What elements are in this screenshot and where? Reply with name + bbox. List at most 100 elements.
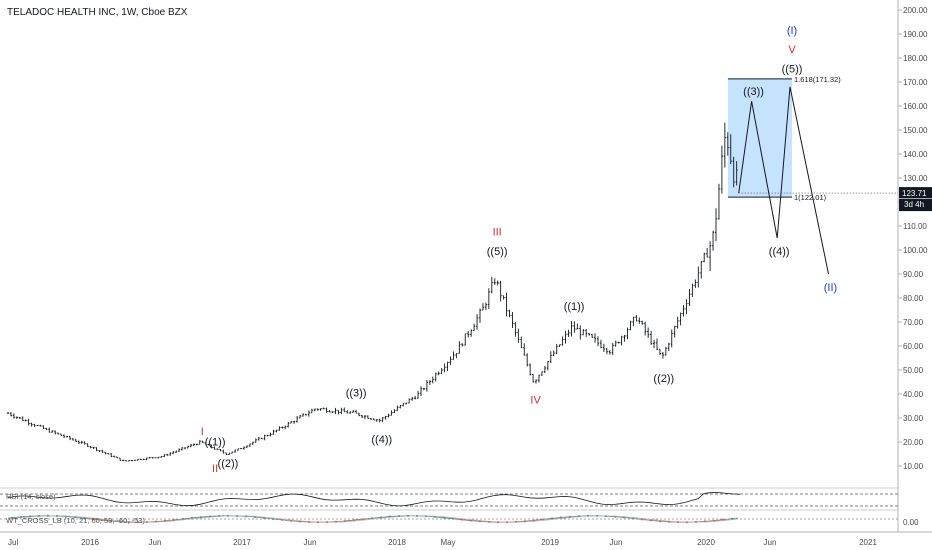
ohlc-bar bbox=[546, 361, 549, 371]
wt-dot bbox=[578, 515, 580, 518]
ohlc-bar bbox=[307, 410, 310, 417]
ohlc-bar bbox=[257, 436, 260, 441]
wt-dot bbox=[263, 517, 265, 519]
wt-dot bbox=[623, 516, 625, 519]
ohlc-bar bbox=[21, 416, 24, 421]
rsi-pane[interactable]: RSI (14, close) bbox=[0, 492, 898, 507]
ohlc-bar bbox=[204, 442, 207, 445]
ohlc-bar bbox=[617, 341, 620, 344]
wt-dot bbox=[452, 517, 454, 520]
ohlc-bar bbox=[676, 316, 679, 329]
ohlc-bar bbox=[27, 418, 30, 426]
ohlc-bar bbox=[732, 156, 735, 188]
ohlc-bar bbox=[346, 410, 349, 414]
ohlc-bar bbox=[107, 452, 110, 455]
ohlc-bar bbox=[405, 402, 408, 405]
ohlc-bar bbox=[216, 448, 219, 450]
wt-dot bbox=[713, 519, 715, 522]
ohlc-bar bbox=[68, 435, 72, 441]
ohlc-bar bbox=[502, 295, 505, 300]
ohlc-bar bbox=[113, 455, 116, 458]
ohlc-bar bbox=[694, 279, 697, 288]
ohlc-bar bbox=[431, 376, 434, 384]
ohlc-bar bbox=[242, 446, 246, 450]
ohlc-bar bbox=[80, 440, 83, 444]
x-tick-label: May bbox=[440, 538, 455, 547]
wt-dot bbox=[92, 518, 94, 521]
price-axis[interactable]: 10.00 20.00 30.00 40.00 50.00 60.00 70.00 80.00… bbox=[898, 6, 928, 471]
wt-dot bbox=[533, 519, 535, 522]
wt-dot bbox=[308, 521, 310, 523]
y-tick-label: 100.00 bbox=[903, 246, 928, 255]
fibonacci-box[interactable]: 1.618(171.32) 1(122.01) bbox=[727, 75, 841, 202]
ohlc-bar bbox=[555, 343, 558, 355]
last-price-badge: 123.71 3d 4h bbox=[899, 187, 932, 212]
ohlc-bar bbox=[723, 122, 726, 168]
wave-labels: I((1))II ((2))((3))((4))III((5))IV((1))((… bbox=[201, 25, 837, 475]
wt-dot bbox=[281, 518, 283, 521]
ohlc-bar bbox=[620, 335, 623, 346]
ohlc-bar bbox=[45, 427, 48, 430]
wt-cross-dots bbox=[11, 514, 733, 524]
ohlc-bar bbox=[573, 321, 576, 333]
ohlc-bar bbox=[328, 410, 331, 413]
ohlc-bar bbox=[626, 327, 629, 340]
ohlc-bar bbox=[387, 413, 390, 418]
ohlc-bar bbox=[596, 336, 600, 347]
ohlc-bar bbox=[15, 416, 18, 420]
fib-lower-label: 1(122.01) bbox=[794, 193, 827, 202]
ohlc-bar bbox=[6, 411, 10, 414]
wt-zero-value: 0.00 bbox=[903, 518, 919, 527]
ohlc-bar bbox=[700, 260, 703, 279]
ohlc-bar bbox=[178, 448, 181, 452]
ohlc-bar bbox=[661, 352, 664, 359]
ohlc-bar bbox=[272, 429, 275, 435]
ohlc-bar bbox=[360, 414, 364, 419]
x-tick-label: Jun bbox=[149, 538, 162, 547]
ohlc-bar bbox=[514, 322, 517, 337]
wt-dot bbox=[65, 515, 67, 518]
wt-dot bbox=[398, 515, 400, 517]
ohlc-bar bbox=[582, 329, 585, 336]
ohlc-bar bbox=[163, 454, 166, 457]
time-axis[interactable]: Jul 2016 Jun 2017 Jun 2018 May 2019 Jun 2020 Jun 20… bbox=[8, 538, 877, 547]
wt-pane[interactable]: WT_CROSS_LB (10, 21, 60, 53, -60, -53) 0… bbox=[0, 514, 919, 527]
ohlc-bar bbox=[48, 427, 51, 433]
ohlc-bar bbox=[508, 309, 511, 318]
wt-dot bbox=[38, 514, 40, 517]
wt-dot bbox=[182, 517, 184, 520]
wt-dot bbox=[704, 520, 706, 523]
ohlc-bar bbox=[121, 459, 125, 462]
ohlc-bar bbox=[520, 336, 523, 349]
x-tick-label: 2021 bbox=[859, 538, 877, 547]
ohlc-bar bbox=[647, 327, 650, 338]
wt-dot bbox=[524, 520, 526, 523]
ohlc-bar bbox=[685, 299, 688, 315]
x-tick-label: 2017 bbox=[233, 538, 251, 547]
wave-label: II bbox=[212, 463, 218, 475]
wt-dot bbox=[560, 516, 562, 519]
wt-dot bbox=[209, 515, 211, 518]
ohlc-bar bbox=[446, 361, 449, 371]
ohlc-bar bbox=[116, 456, 119, 459]
ohlc-bar bbox=[195, 443, 198, 446]
ohlc-bar bbox=[175, 450, 178, 454]
ohlc-bar bbox=[638, 317, 641, 324]
wave-label: ((3)) bbox=[346, 387, 367, 399]
ohlc-bar bbox=[703, 252, 706, 263]
wt-dot bbox=[614, 515, 616, 518]
ohlc-bar bbox=[225, 452, 228, 456]
wt-dot bbox=[200, 516, 202, 519]
y-tick-label: 170.00 bbox=[903, 78, 928, 87]
ohlc-bar bbox=[248, 443, 251, 448]
ohlc-bar bbox=[402, 402, 405, 407]
ohlc-bar bbox=[213, 446, 216, 450]
wt-dot bbox=[515, 520, 517, 523]
wt-dot bbox=[677, 521, 679, 524]
wave-label: (II) bbox=[824, 282, 837, 294]
ohlc-bar bbox=[337, 409, 340, 415]
y-tick-label: 50.00 bbox=[903, 366, 924, 375]
ohlc-bar bbox=[101, 449, 104, 453]
ohlc-bar bbox=[145, 457, 148, 461]
